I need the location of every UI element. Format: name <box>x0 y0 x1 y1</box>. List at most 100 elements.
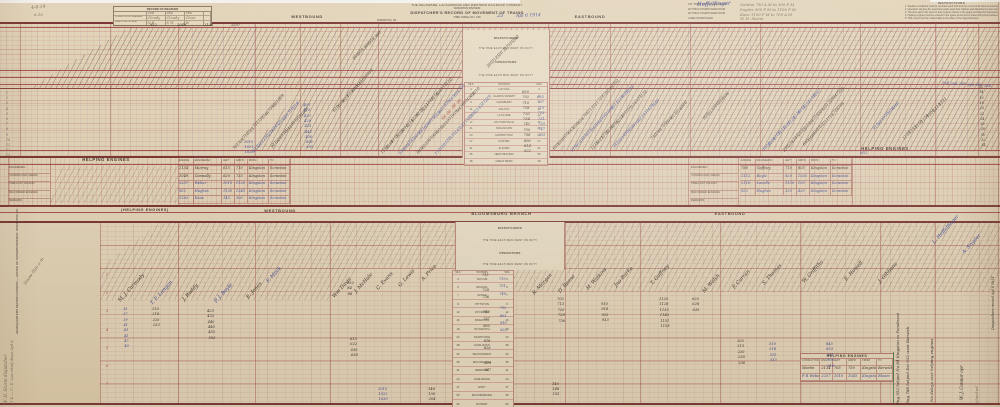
handwritten-note: W. J. Connor opr <box>959 365 964 400</box>
handwritten-mark: 655 <box>537 95 544 99</box>
handwritten-mark: 720 <box>557 307 565 312</box>
station-row: 17 FACTORYVILLE 17 <box>465 120 547 126</box>
handwritten-mark: 731 <box>499 284 506 289</box>
handwritten-mark: 4 <box>106 327 109 332</box>
handwritten-mark: 210 <box>152 307 159 311</box>
handwritten-mark: 11 <box>6 143 11 147</box>
handwritten-mark: 45 <box>124 333 129 338</box>
handwritten-mark: 533 <box>769 358 777 363</box>
handwritten-mark: 718 <box>522 106 530 111</box>
handwritten-mark: 225 <box>152 317 160 322</box>
green-check-line <box>893 352 894 403</box>
handwritten-note: 4-6-14 <box>30 4 46 11</box>
handwritten-note: No delays acct helping engines <box>929 338 934 402</box>
table-row: 952 Hughes 1130 1245 Kingston Scranton <box>178 188 290 197</box>
instructions-title: INSTRUCTIONS <box>937 1 966 5</box>
handwritten-mark: 918 <box>601 307 609 312</box>
lower-eastbound-label: EASTBOUND <box>714 211 746 216</box>
bottom-helping-grid: CONDUCTOR ENG. LEFT ARR'D FROM TO Martin 2134 70… <box>801 359 893 382</box>
handwritten-mark: 734 <box>523 117 530 121</box>
station-row: 14 LA PLUME 14 <box>465 113 547 120</box>
handwritten-mark: 650 <box>522 90 529 94</box>
handwritten-mark: 503 <box>208 335 216 340</box>
handwritten-mark: 707 <box>537 100 545 105</box>
location-label: SCRANTON, PA. <box>377 19 397 22</box>
duty-row: CHIEF DISPATCHER W. H. Storm <box>688 16 764 22</box>
table-row: 1263 Kane 145 300 Kingston Scranton <box>178 196 290 204</box>
row-label: ENGINEMEN <box>8 166 50 175</box>
operators-heading: OPERATORS <box>495 60 517 64</box>
handwritten-mark: 204 <box>428 397 436 402</box>
handwritten-mark: 442 <box>305 129 312 134</box>
helping-left-table: ENGINE ENGINEMAN LEFT ARR'D FROM TO 2134 Murray… <box>178 159 290 204</box>
station-row: 21 NICHOLSON 21 <box>465 126 547 133</box>
handwritten-mark: 236 <box>738 360 746 365</box>
handwritten-mark: 258 <box>958 82 966 87</box>
handwritten-mark: 233 <box>152 322 160 327</box>
handwritten-mark: 22 <box>980 111 985 116</box>
handwritten-mark: 1128 <box>659 302 669 307</box>
handwritten-mark: 747 <box>538 127 546 132</box>
handwritten-mark: 635 <box>692 307 700 312</box>
station-row: 31 ALFORD 31 <box>465 146 547 152</box>
handwritten-mark: 853 <box>826 347 834 352</box>
helping-right-row-labels: ENGINEMEN CONDRS AND CREWS TIME LOST ON RU… <box>690 166 738 207</box>
handwritten-mark: 254 <box>942 81 949 85</box>
handwritten-mark: 3 <box>106 309 109 314</box>
handwritten-mark: 10 <box>6 137 11 142</box>
station-row: 7 AVOCA 7 <box>453 292 513 301</box>
handwritten-mark: 806 <box>523 138 531 143</box>
handwritten-mark: 35 <box>123 307 128 311</box>
instructions-block: INSTRUCTIONS 1. Weather conditions must … <box>905 1 998 20</box>
timetable-line: TIME TABLE NO. 190 <box>453 15 481 19</box>
row-label: ENGINEMEN <box>690 166 738 175</box>
handwritten-mark: 742 <box>523 122 531 127</box>
station-row: 35 MOCANAQUA 35 <box>453 358 513 367</box>
handwritten-mark: 715 <box>537 105 545 110</box>
station-row: 12 WYOMING 12 <box>453 308 513 317</box>
station-row: 9 PITTSTON 9 <box>453 300 513 309</box>
bloomsburg-branch-label: BLOOMSBURG BRANCH <box>471 211 532 216</box>
handwritten-note: 952 <box>860 150 868 155</box>
handwritten-mark: 156 <box>428 392 436 397</box>
duty-row: 2D TRICK DISPATCHER FROM Snyder 300 P M t… <box>688 6 796 12</box>
handwritten-mark: 14 <box>979 90 984 95</box>
handwritten-mark: 757 <box>483 316 490 321</box>
handwritten-mark: 715 <box>482 273 489 277</box>
handwritten-mark: 37 <box>123 312 128 317</box>
handwritten-mark: 140 <box>552 382 559 386</box>
handwritten-mark: 925 <box>601 312 609 317</box>
handwritten-mark: 518 <box>769 347 777 352</box>
handwritten-mark: 952 <box>150 23 157 27</box>
lower-helping-label: (HELPING ENGINES) <box>121 208 169 212</box>
row-label: TIME LOST ON RUN <box>8 182 50 191</box>
handwritten-mark: 826 <box>484 346 491 350</box>
handwritten-mark: 2257 <box>231 23 241 27</box>
handwritten-mark: 719 <box>499 277 506 281</box>
handwritten-mark: 9 <box>6 132 9 137</box>
handwritten-mark: 749 <box>483 309 490 314</box>
handwritten-mark: 510 <box>769 342 776 346</box>
handwritten-mark: 908 <box>826 358 834 363</box>
weather-row: CONDITION OF WEATHER Cloudy Cloudy Clear <box>114 16 212 21</box>
handwritten-mark: 916 <box>827 363 835 368</box>
weather-box: RECORD OF WEATHER 7 A.M. 1 P.M. 7 P.M. COND… <box>113 6 212 26</box>
table-row: 2116 Lavelle 1150 105 Kingston Scranton <box>740 181 852 189</box>
handwritten-mark: 213 <box>737 344 745 349</box>
handwritten-mark: 731 <box>537 116 545 121</box>
handwritten-mark: 5 <box>6 111 9 116</box>
table-row: 1152 Boyle 920 1035 Kingston Scranton <box>740 173 852 182</box>
handwritten-mark: 39 <box>123 317 128 322</box>
handwritten-mark: 425 <box>207 309 214 313</box>
handwritten-mark: 7 <box>6 122 9 127</box>
handwritten-mark: 728 <box>482 287 489 292</box>
helping-engines-right-title: HELPING ENGINES <box>861 146 909 151</box>
station-row: 6 CLARKS SUMMIT 6 <box>465 94 547 100</box>
handwritten-mark: 256 <box>950 81 958 86</box>
scan-edge <box>0 0 520 3</box>
handwritten-mark: 1143 <box>659 313 670 318</box>
handwritten-mark: 6 <box>106 364 109 368</box>
station-row: 28 HUNLOCKS 28 <box>453 342 513 351</box>
handwritten-mark: 13 <box>6 153 11 158</box>
